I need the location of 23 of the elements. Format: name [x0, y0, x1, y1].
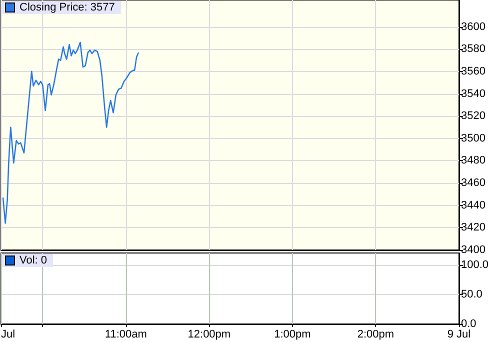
- line-series: [2, 42, 140, 224]
- x-tick-label: 2:00pm: [357, 328, 394, 340]
- y-tick-label: 0.0: [461, 318, 476, 330]
- y-tick-label: 3480: [461, 154, 486, 167]
- y-tick-label: 3460: [461, 177, 486, 190]
- y-tick-label: 100.0: [461, 258, 489, 271]
- x-tick-label: 11:00am: [104, 328, 147, 340]
- y-tick-label: 3520: [461, 110, 486, 122]
- y-tick-label: 3580: [461, 43, 486, 56]
- y-tick-label: 50.0: [461, 288, 482, 300]
- x-tick-label: 9 Jul: [447, 328, 471, 340]
- x-tick-label: Jul: [1, 328, 16, 340]
- y-tick-label: 3600: [461, 20, 486, 33]
- y-tick-label: 3400: [461, 244, 486, 256]
- y-tick-label: 3540: [461, 88, 486, 100]
- y-tick-label: 3500: [461, 132, 486, 144]
- x-tick-label: 1:00pm: [274, 328, 311, 340]
- legend-label: Vol: 0: [20, 254, 48, 266]
- x-tick-label: 12:00pm: [188, 328, 231, 340]
- y-tick-label: 3560: [461, 65, 486, 78]
- y-tick-label: 3420: [461, 222, 486, 234]
- y-tick-label: 3440: [461, 199, 486, 212]
- legend-label: Closing Price: 3577: [20, 2, 115, 14]
